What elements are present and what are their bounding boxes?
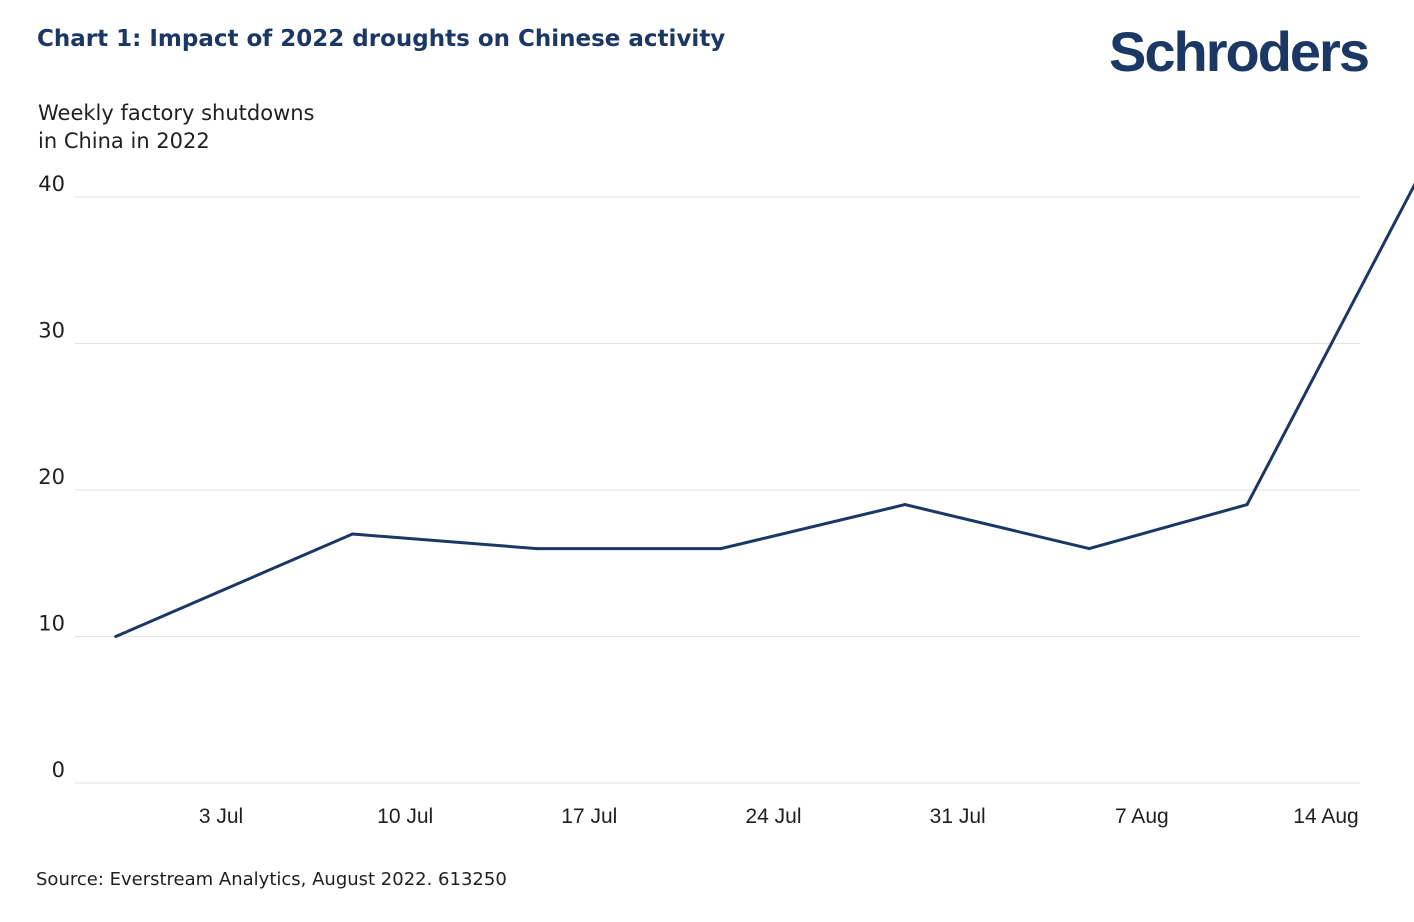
y-tick-0: 0 xyxy=(52,758,65,782)
source-note: Source: Everstream Analytics, August 202… xyxy=(36,869,507,890)
data-point-2 xyxy=(535,547,539,551)
y-axis-unit-line-1: Weekly factory shutdowns xyxy=(38,101,315,125)
y-axis-unit-label: Weekly factory shutdowns in China in 202… xyxy=(38,99,315,155)
gridlines xyxy=(75,196,1360,784)
x-tick-1: 10 Jul xyxy=(377,805,433,828)
y-tick-20: 20 xyxy=(38,465,65,489)
y-axis-ticks: 0 10 20 30 40 xyxy=(38,172,65,782)
data-point-5 xyxy=(1087,547,1091,551)
chart-title: Chart 1: Impact of 2022 droughts on Chin… xyxy=(37,26,726,52)
series-line-0 xyxy=(115,182,1414,638)
x-tick-6: 14 Aug xyxy=(1293,805,1358,828)
x-tick-4: 31 Jul xyxy=(930,805,986,828)
x-tick-3: 24 Jul xyxy=(745,805,801,828)
y-tick-40: 40 xyxy=(38,172,65,196)
series-layer xyxy=(114,182,1414,638)
data-point-1 xyxy=(351,532,355,536)
y-axis-unit-line-2: in China in 2022 xyxy=(38,129,210,153)
x-axis-ticks: 3 Jul 10 Jul 17 Jul 24 Jul 31 Jul 7 Aug 14 Aug xyxy=(199,805,1359,828)
data-point-6 xyxy=(1245,503,1249,507)
schroders-logo: Schroders xyxy=(1109,20,1370,83)
data-point-4 xyxy=(903,503,907,507)
x-tick-0: 3 Jul xyxy=(199,805,243,828)
data-point-0 xyxy=(114,635,118,638)
x-tick-5: 7 Aug xyxy=(1115,805,1169,828)
y-tick-10: 10 xyxy=(38,612,65,636)
x-tick-2: 17 Jul xyxy=(561,805,617,828)
y-tick-30: 30 xyxy=(38,319,65,343)
data-point-3 xyxy=(719,547,723,551)
